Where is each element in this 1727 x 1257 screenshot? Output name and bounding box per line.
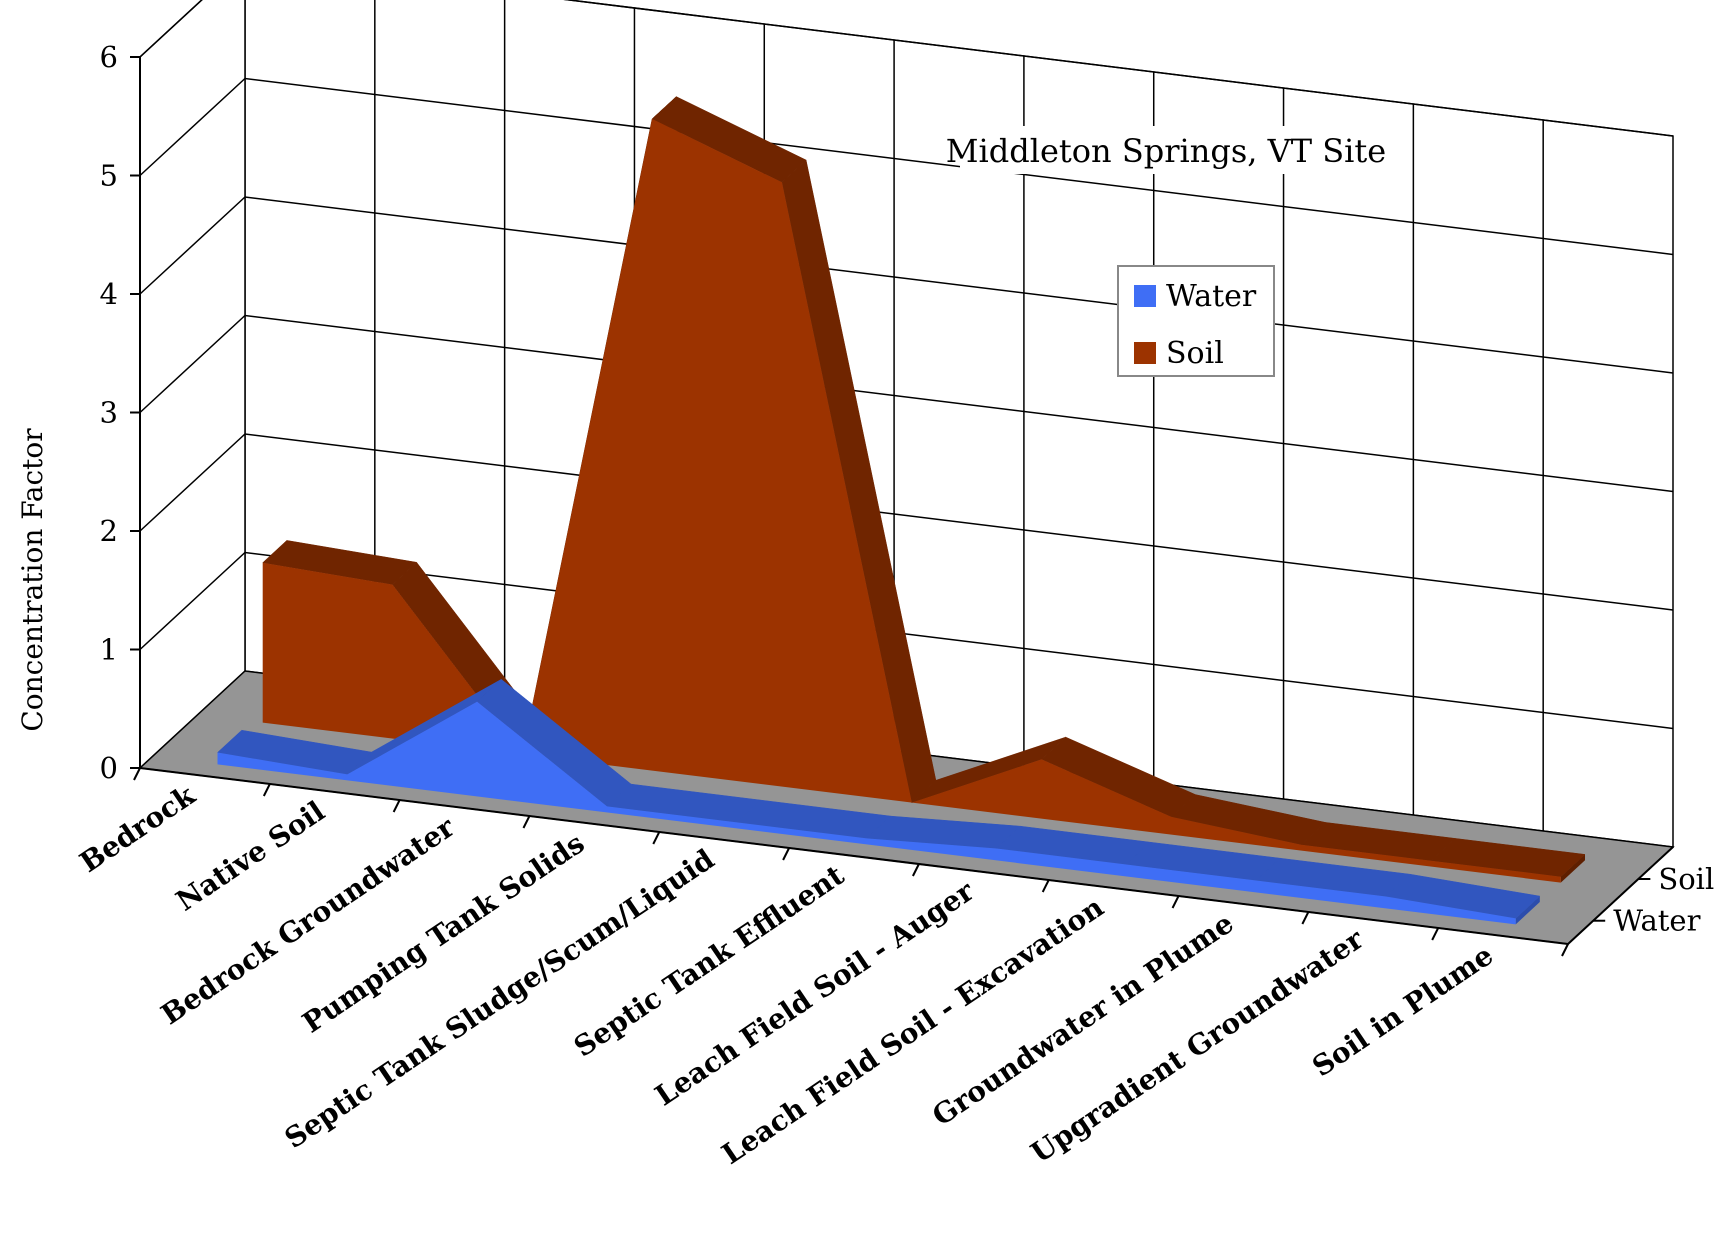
gridline-y-3 xyxy=(139,314,1674,493)
series-soil xyxy=(262,95,1586,883)
depth-axis-ticks: Soil Water xyxy=(1593,862,1714,938)
x-tick-mark-1 xyxy=(262,783,271,797)
x-tick-label-native-soil: Native Soil xyxy=(170,794,330,917)
depth-tick-label-water: Water xyxy=(1613,904,1700,938)
series-water-area xyxy=(217,701,1516,925)
depth-tick-label-soil: Soil xyxy=(1658,862,1714,896)
x-tick-label-bedrock-groundwater: Bedrock Groundwater xyxy=(155,810,461,1032)
series-soil-end-cap xyxy=(1560,854,1585,883)
y-tick-label-1: 1 xyxy=(100,633,118,667)
x-tick-mark-7 xyxy=(1041,879,1050,893)
x-axis-line xyxy=(139,767,1569,945)
title-background xyxy=(960,126,1400,174)
x-tick-mark-5 xyxy=(782,847,790,861)
gridline-y-5 xyxy=(139,77,1674,256)
x-tick-mark-2 xyxy=(392,799,401,813)
x-tick-label-groundwater-in-plume: Groundwater in Plume xyxy=(926,906,1239,1132)
legend: Water Soil xyxy=(1117,265,1275,377)
x-tick-label-septic-tank-effluent: Septic Tank Effluent xyxy=(568,858,850,1063)
gridline-y-6 xyxy=(139,0,1674,137)
y-tick-label-3: 3 xyxy=(100,396,118,430)
chart-title: Middleton Springs, VT Site xyxy=(946,132,1386,170)
depth-axis-line xyxy=(1567,846,1674,945)
x-tick-mark-3 xyxy=(522,815,531,829)
x-tick-mark-4 xyxy=(652,831,661,845)
series-soil-area xyxy=(262,118,1561,883)
gridline-y-1 xyxy=(139,551,1674,730)
y-tick-label-5: 5 xyxy=(100,159,118,193)
x-tick-mark-9 xyxy=(1301,911,1310,925)
x-tick-mark-6 xyxy=(912,863,920,877)
x-tick-mark-11 xyxy=(1561,943,1569,957)
y-tick-label-6: 6 xyxy=(100,40,118,74)
y-tick-label-2: 2 xyxy=(100,514,118,548)
legend-label-water: Water xyxy=(1166,279,1257,314)
y-axis-label: Concentration Factor xyxy=(16,428,49,732)
series-water-end-cap xyxy=(1515,896,1540,925)
x-tick-label-bedrock: Bedrock xyxy=(74,778,202,879)
series-water xyxy=(216,678,1541,925)
legend-swatch-soil xyxy=(1134,342,1156,364)
x-tick-mark-10 xyxy=(1431,927,1440,941)
legend-swatch-water xyxy=(1134,285,1156,307)
gridline-y-2 xyxy=(139,433,1674,611)
legend-label-soil: Soil xyxy=(1166,336,1224,371)
x-tick-mark-0 xyxy=(133,767,141,781)
x-tick-mark-8 xyxy=(1171,895,1180,909)
y-tick-label-0: 0 xyxy=(100,751,118,785)
y-axis-ticks: 0 1 2 3 4 5 6 xyxy=(100,40,140,785)
side-wall xyxy=(139,0,246,770)
y-tick-label-4: 4 xyxy=(100,277,118,311)
x-tick-label-pumping-tank-solids: Pumping Tank Solids xyxy=(296,826,590,1039)
